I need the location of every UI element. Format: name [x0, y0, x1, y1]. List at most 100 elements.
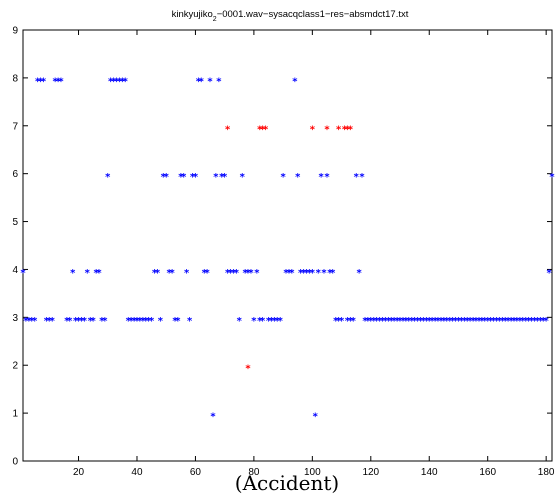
data-point: *: [266, 316, 272, 327]
data-point: *: [549, 172, 555, 183]
data-point: *: [175, 316, 181, 327]
data-point: *: [529, 316, 535, 327]
data-point: *: [324, 124, 330, 135]
y-tick-label: 7: [12, 121, 18, 132]
data-point: *: [342, 124, 348, 135]
data-point: *: [140, 316, 146, 327]
data-point: *: [286, 268, 292, 279]
data-point: *: [131, 316, 137, 327]
data-point: *: [126, 316, 132, 327]
data-point: *: [339, 316, 345, 327]
data-point: *: [193, 172, 199, 183]
data-point: *: [260, 124, 266, 135]
x-tick-label: 100: [304, 467, 321, 478]
data-point: *: [359, 172, 365, 183]
data-point: *: [295, 172, 301, 183]
data-point: *: [152, 268, 158, 279]
data-point: *: [117, 76, 123, 87]
data-point: *: [468, 316, 474, 327]
data-point: *: [254, 268, 260, 279]
data-point: *: [535, 316, 541, 327]
data-point: *: [96, 268, 102, 279]
data-point: *: [158, 316, 164, 327]
data-point: *: [497, 316, 503, 327]
data-point: *: [53, 76, 59, 87]
data-point: *: [336, 124, 342, 135]
data-point: *: [23, 316, 29, 327]
data-point: *: [123, 76, 129, 87]
data-point: *: [444, 316, 450, 327]
data-point: *: [260, 316, 266, 327]
data-point: *: [280, 172, 286, 183]
data-point: *: [424, 316, 430, 327]
data-point: *: [29, 316, 35, 327]
data-point: *: [526, 316, 532, 327]
data-point: *: [44, 316, 50, 327]
x-axis: 20 40 60 80 100 120 140 160 180: [73, 30, 555, 478]
data-point: *: [184, 268, 190, 279]
data-point: *: [318, 172, 324, 183]
data-point: *: [91, 316, 97, 327]
data-point: *: [389, 316, 395, 327]
data-point: *: [517, 316, 523, 327]
data-point: *: [245, 268, 251, 279]
data-point: *: [377, 316, 383, 327]
y-tick-label: 3: [12, 313, 18, 324]
data-point: *: [50, 316, 56, 327]
data-point: *: [234, 268, 240, 279]
data-point: *: [190, 172, 196, 183]
data-point: *: [532, 316, 538, 327]
data-point: *: [412, 316, 418, 327]
data-point: *: [316, 268, 322, 279]
data-point: *: [93, 268, 99, 279]
data-point: *: [167, 268, 173, 279]
data-point: *: [129, 316, 135, 327]
data-point: *: [538, 316, 544, 327]
data-point: *: [207, 76, 213, 87]
data-point: *: [508, 316, 514, 327]
data-point: *: [432, 316, 438, 327]
data-point: *: [356, 268, 362, 279]
data-point: *: [500, 316, 506, 327]
data-point: *: [289, 268, 295, 279]
data-point: *: [447, 316, 453, 327]
y-tick-label: 1: [12, 409, 18, 420]
data-point: *: [511, 316, 517, 327]
data-point: *: [427, 316, 433, 327]
data-point: *: [465, 316, 471, 327]
x-tick-label: 180: [538, 467, 555, 478]
data-point: *: [453, 316, 459, 327]
data-point: *: [231, 268, 237, 279]
data-point: *: [225, 124, 231, 135]
x-tick-label: 40: [131, 467, 143, 478]
data-point: *: [403, 316, 409, 327]
data-point: *: [503, 316, 509, 327]
data-point: *: [470, 316, 476, 327]
data-point: *: [149, 316, 155, 327]
data-point: *: [383, 316, 389, 327]
data-point: *: [143, 316, 149, 327]
data-point: *: [70, 268, 76, 279]
data-point: *: [108, 76, 114, 87]
data-point: *: [228, 268, 234, 279]
data-point: *: [421, 316, 427, 327]
data-point: *: [450, 316, 456, 327]
data-point: *: [324, 172, 330, 183]
data-point: *: [520, 316, 526, 327]
data-point: *: [172, 316, 178, 327]
data-point: *: [544, 316, 550, 327]
data-point: *: [371, 316, 377, 327]
data-point: *: [462, 316, 468, 327]
x-tick-label: 120: [362, 467, 379, 478]
data-point: *: [257, 316, 263, 327]
data-point: *: [272, 316, 278, 327]
data-point: *: [263, 124, 269, 135]
y-tick-label: 6: [12, 169, 18, 180]
data-point: *: [102, 316, 108, 327]
data-point: *: [205, 268, 211, 279]
data-point: *: [327, 268, 333, 279]
data-point: *: [105, 172, 111, 183]
data-point: *: [506, 316, 512, 327]
data-point: *: [380, 316, 386, 327]
